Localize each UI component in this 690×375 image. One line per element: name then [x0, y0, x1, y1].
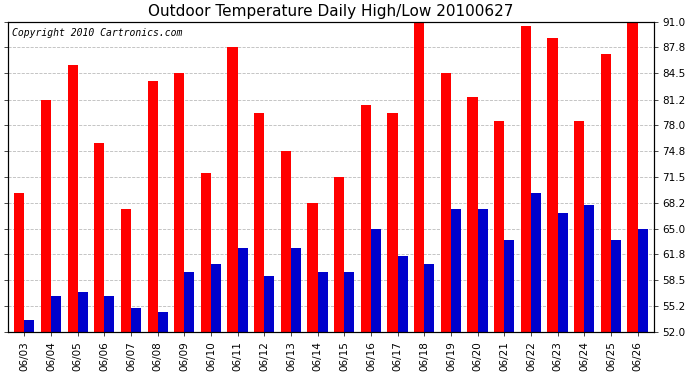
Title: Outdoor Temperature Daily High/Low 20100627: Outdoor Temperature Daily High/Low 20100…: [148, 4, 513, 19]
Bar: [237, 248, 248, 332]
Bar: [344, 272, 355, 332]
Bar: [308, 203, 317, 332]
Bar: [104, 296, 115, 332]
Bar: [414, 18, 424, 332]
Bar: [477, 209, 488, 332]
Bar: [371, 228, 381, 332]
Bar: [521, 26, 531, 332]
Bar: [291, 248, 301, 332]
Text: Copyright 2010 Cartronics.com: Copyright 2010 Cartronics.com: [12, 28, 182, 38]
Bar: [584, 205, 594, 332]
Bar: [281, 151, 291, 332]
Bar: [627, 22, 638, 332]
Bar: [68, 66, 78, 332]
Bar: [531, 193, 541, 332]
Bar: [211, 264, 221, 332]
Bar: [264, 276, 275, 332]
Bar: [441, 74, 451, 332]
Bar: [558, 213, 568, 332]
Bar: [174, 74, 184, 332]
Bar: [228, 47, 237, 332]
Bar: [467, 97, 477, 332]
Bar: [51, 296, 61, 332]
Bar: [78, 292, 88, 332]
Bar: [494, 121, 504, 332]
Bar: [131, 308, 141, 332]
Bar: [574, 121, 584, 332]
Bar: [504, 240, 514, 332]
Bar: [388, 113, 397, 332]
Bar: [95, 142, 104, 332]
Bar: [451, 209, 461, 332]
Bar: [14, 193, 24, 332]
Bar: [361, 105, 371, 332]
Bar: [317, 272, 328, 332]
Bar: [148, 81, 157, 332]
Bar: [121, 209, 131, 332]
Bar: [547, 38, 558, 332]
Bar: [334, 177, 344, 332]
Bar: [397, 256, 408, 332]
Bar: [638, 228, 648, 332]
Bar: [157, 312, 168, 332]
Bar: [201, 173, 211, 332]
Bar: [611, 240, 621, 332]
Bar: [424, 264, 435, 332]
Bar: [41, 100, 51, 332]
Bar: [601, 54, 611, 332]
Bar: [254, 113, 264, 332]
Bar: [184, 272, 195, 332]
Bar: [24, 320, 34, 332]
